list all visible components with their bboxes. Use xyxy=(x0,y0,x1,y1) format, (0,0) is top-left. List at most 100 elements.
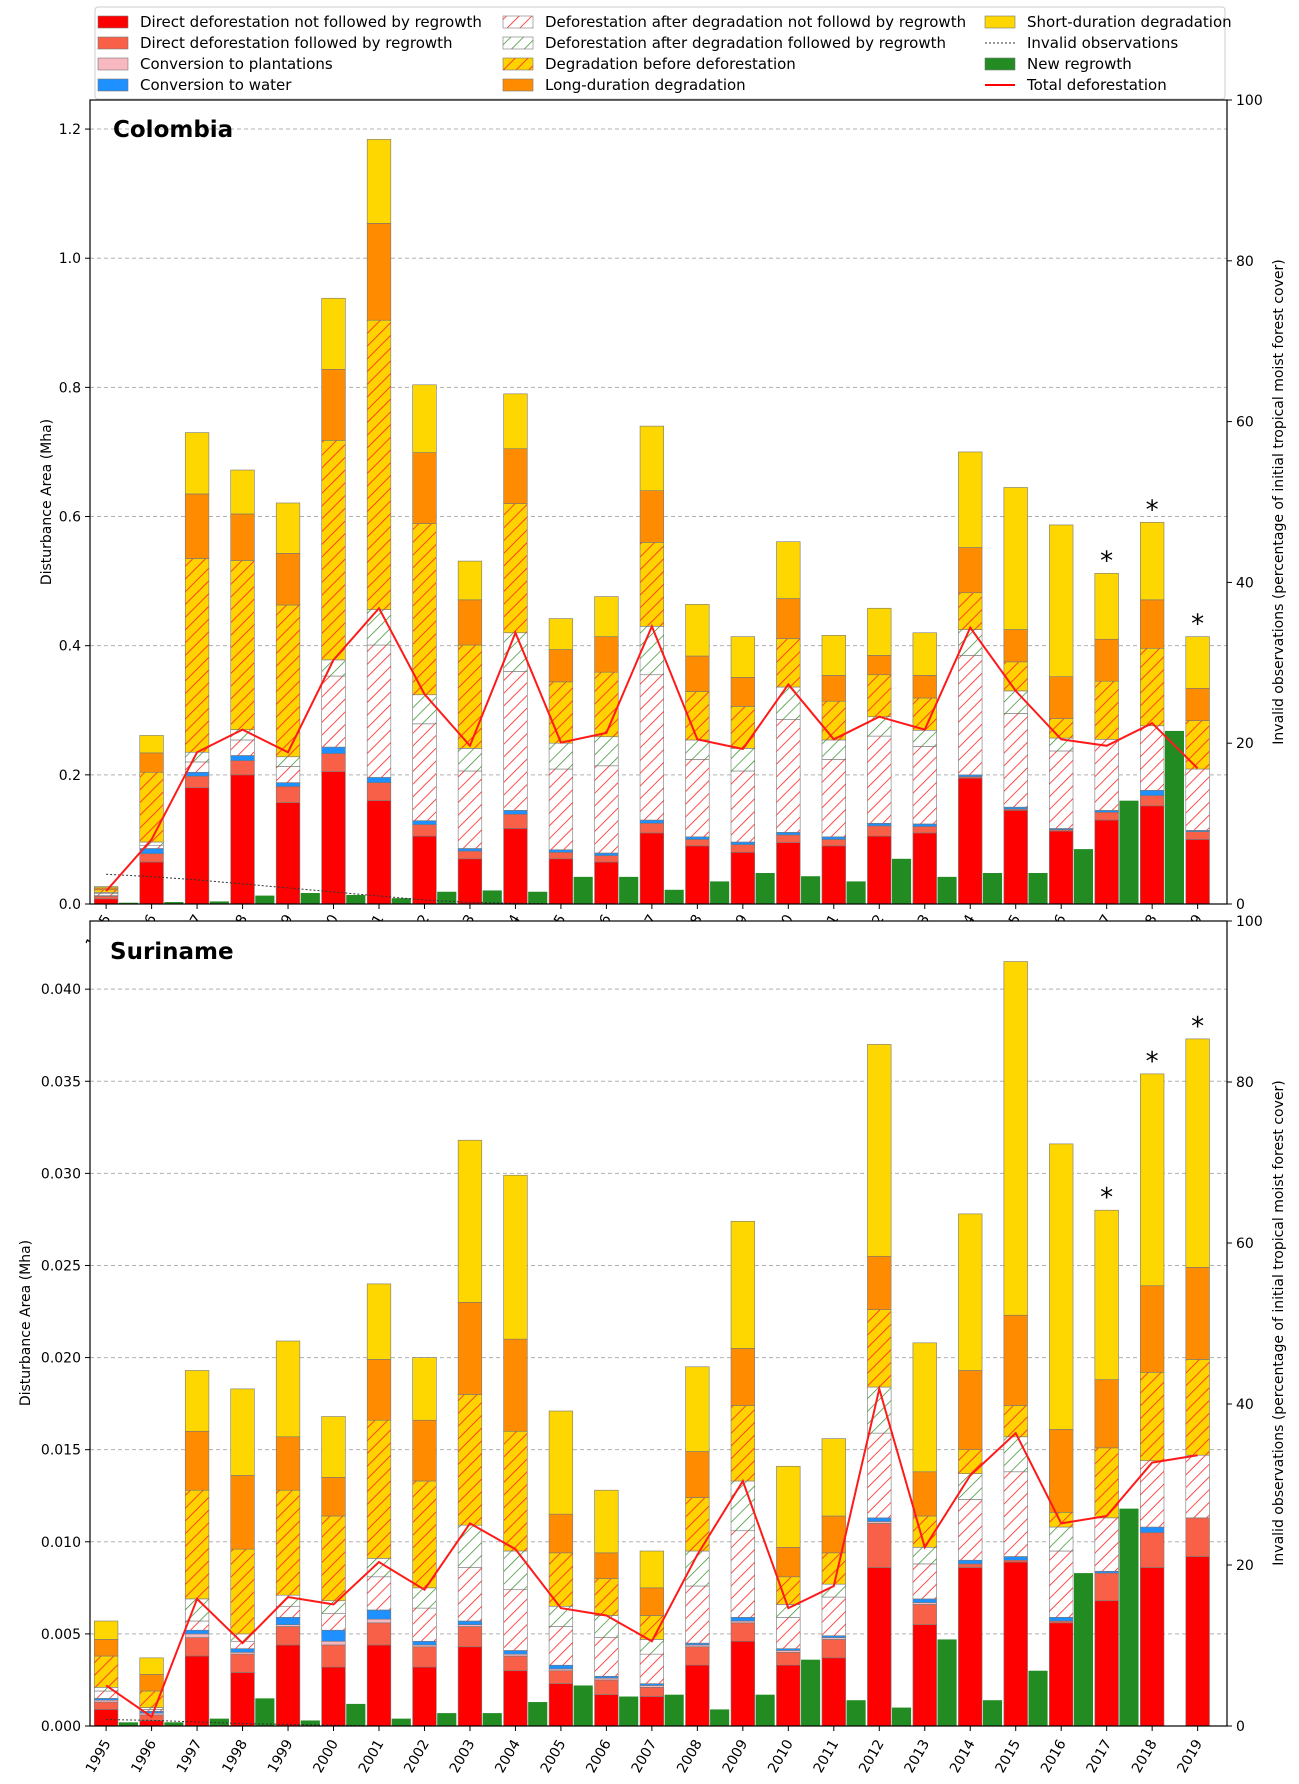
star-annotation: * xyxy=(1146,495,1159,525)
bar-deforestation-after-degradation-not-followd-by-regrowth-2014 xyxy=(958,1499,983,1561)
x-tick-label: 1998 xyxy=(219,1737,251,1776)
bar-degradation-before-deforestation-2009 xyxy=(730,1405,755,1482)
y-tick-label: 0.020 xyxy=(41,1351,81,1367)
bar-direct-deforestation-followed-by-regrowth-1997 xyxy=(184,775,210,789)
suriname-panel: Suriname 0.0000.0050.0100.0150.0200.0250… xyxy=(18,914,1287,1776)
bar-long-duration-degradation-2017 xyxy=(1094,638,1119,682)
bar-deforestation-after-degradation-not-followd-by-regrowth-2010 xyxy=(776,1617,801,1649)
bar-degradation-before-deforestation-2003 xyxy=(457,1394,483,1526)
bar-deforestation-after-degradation-followed-by-regrowth-2002 xyxy=(412,694,437,725)
bar-direct-deforestation-followed-by-regrowth-2006 xyxy=(594,1679,619,1695)
bar-deforestation-after-degradation-not-followd-by-regrowth-2016 xyxy=(1049,1550,1074,1618)
bar-degradation-before-deforestation-2001 xyxy=(366,1419,392,1559)
bar-direct-deforestation-followed-by-regrowth-2009 xyxy=(730,1622,755,1642)
bar-conversion-to-water-2018 xyxy=(1140,790,1165,796)
bar-degradation-before-deforestation-1998 xyxy=(230,1548,255,1635)
bar-direct-deforestation-not-followed-by-regrowth-1996 xyxy=(139,1720,164,1727)
bar-direct-deforestation-not-followed-by-regrowth-1995 xyxy=(93,898,119,905)
bar-conversion-to-water-2001 xyxy=(366,777,392,783)
bar-short-duration-degradation-2014 xyxy=(958,1213,983,1371)
bar-deforestation-after-degradation-not-followd-by-regrowth-2001 xyxy=(366,1576,392,1611)
x-tick-label: 1995 xyxy=(83,1737,115,1776)
y-tick-label: 0.2 xyxy=(59,768,81,784)
bar-new-regrowth-1999 xyxy=(300,1720,320,1726)
bar-deforestation-after-degradation-not-followd-by-regrowth-2003 xyxy=(457,770,483,849)
y2-tick-label: 100 xyxy=(1236,93,1263,109)
star-annotation: * xyxy=(1100,1183,1113,1213)
y-tick-label: 0.0 xyxy=(59,897,81,913)
bar-long-duration-degradation-2019 xyxy=(1185,688,1210,721)
y-tick-label: 0.4 xyxy=(59,639,81,655)
bar-long-duration-degradation-2014 xyxy=(958,1370,983,1450)
bar-long-duration-degradation-2015 xyxy=(1003,629,1028,663)
y-tick-label: 0.035 xyxy=(41,1074,81,1090)
bar-short-duration-degradation-2010 xyxy=(776,1465,801,1548)
bar-new-regrowth-2018 xyxy=(1164,730,1184,904)
colombia-y2-axis-label: Invalid observations (percentage of init… xyxy=(1271,259,1287,744)
bar-new-regrowth-2013 xyxy=(937,876,957,904)
bar-conversion-to-water-2012 xyxy=(867,1517,892,1522)
bar-long-duration-degradation-1997 xyxy=(184,493,210,559)
bar-direct-deforestation-not-followed-by-regrowth-1998 xyxy=(230,1672,255,1727)
bar-deforestation-after-degradation-followed-by-regrowth-2006 xyxy=(594,1615,619,1638)
y2-tick-label: 60 xyxy=(1236,1236,1254,1252)
bar-new-regrowth-1998 xyxy=(255,1698,275,1726)
colombia-y-ticks: 0.0 0.2 0.4 0.6 0.8 1.0 1.2 xyxy=(59,122,90,913)
bar-direct-deforestation-followed-by-regrowth-2007 xyxy=(639,822,665,834)
bar-deforestation-after-degradation-followed-by-regrowth-2004 xyxy=(503,1550,528,1590)
bar-direct-deforestation-followed-by-regrowth-2018 xyxy=(1140,1532,1165,1568)
legend-label: Deforestation after degradation followed… xyxy=(545,34,946,52)
bar-deforestation-after-degradation-followed-by-regrowth-2005 xyxy=(548,742,574,770)
x-tick-label: 1997 xyxy=(174,1737,206,1776)
bar-direct-deforestation-not-followed-by-regrowth-1999 xyxy=(275,1644,301,1727)
colombia-y2-ticks: 0 20 40 60 80 100 xyxy=(1227,93,1263,913)
x-tick-label: 1996 xyxy=(128,1737,160,1776)
legend-item-conversion-to-water: Conversion to water xyxy=(97,76,292,94)
bar-long-duration-degradation-2010 xyxy=(776,598,801,639)
bar-deforestation-after-degradation-followed-by-regrowth-2003 xyxy=(457,1524,483,1568)
bar-degradation-before-deforestation-2006 xyxy=(594,1578,619,1616)
y2-tick-label: 0 xyxy=(1236,1719,1245,1735)
bar-new-regrowth-2004 xyxy=(528,1702,548,1726)
bar-deforestation-after-degradation-not-followd-by-regrowth-2010 xyxy=(776,719,801,833)
bar-conversion-to-water-2008 xyxy=(685,836,710,840)
bar-long-duration-degradation-2009 xyxy=(730,1348,755,1406)
legend-item-degradation-before-deforestation: Degradation before deforestation xyxy=(502,55,796,73)
bar-deforestation-after-degradation-not-followd-by-regrowth-2019 xyxy=(1185,768,1210,831)
bar-short-duration-degradation-1996 xyxy=(139,1657,164,1675)
bar-short-duration-degradation-2013 xyxy=(912,632,937,676)
bar-conversion-to-water-2010 xyxy=(776,832,801,836)
bar-long-duration-degradation-2007 xyxy=(639,1587,665,1616)
bar-new-regrowth-2008 xyxy=(710,1709,730,1726)
bar-short-duration-degradation-2002 xyxy=(412,384,437,453)
bar-long-duration-degradation-1998 xyxy=(230,1475,255,1550)
y-tick-label: 0.015 xyxy=(41,1443,81,1459)
bar-long-duration-degradation-2005 xyxy=(548,1513,574,1554)
bar-new-regrowth-2015 xyxy=(1028,873,1048,904)
bar-direct-deforestation-not-followed-by-regrowth-2002 xyxy=(412,1666,437,1727)
bar-conversion-to-water-2012 xyxy=(867,822,892,827)
bar-new-regrowth-2007 xyxy=(664,1694,684,1726)
bar-conversion-to-plantations-1997 xyxy=(184,1633,210,1638)
bar-direct-deforestation-followed-by-regrowth-2003 xyxy=(457,1626,483,1648)
bar-short-duration-degradation-2005 xyxy=(548,618,574,650)
suriname-x-ticks: 1995 1996 1997 1998 1999 2000 2001 2002 2003 2004… xyxy=(83,1726,1206,1776)
bar-new-regrowth-2003 xyxy=(482,890,502,904)
bar-deforestation-after-degradation-followed-by-regrowth-1996 xyxy=(139,841,164,846)
bar-long-duration-degradation-1998 xyxy=(230,513,255,561)
bar-direct-deforestation-not-followed-by-regrowth-2007 xyxy=(639,1696,665,1727)
x-tick-label: 2009 xyxy=(720,1737,752,1776)
bar-conversion-to-water-2002 xyxy=(412,820,437,825)
legend-item-conversion-to-plantations: Conversion to plantations xyxy=(97,55,333,73)
bar-new-regrowth-2014 xyxy=(982,1700,1003,1726)
bar-long-duration-degradation-1996 xyxy=(139,1674,164,1692)
bar-short-duration-degradation-2019 xyxy=(1185,1038,1210,1268)
bar-direct-deforestation-not-followed-by-regrowth-2014 xyxy=(958,1567,983,1727)
bar-conversion-to-water-1999 xyxy=(275,1617,301,1625)
bar-conversion-to-water-2005 xyxy=(548,1664,574,1670)
x-tick-label: 2000 xyxy=(310,1737,342,1776)
legend-item-direct-deforestation-not-followed-by-regrowth: Direct deforestation not followed by reg… xyxy=(97,13,482,31)
bar-short-duration-degradation-1998 xyxy=(230,469,255,515)
bar-long-duration-degradation-2009 xyxy=(730,677,755,707)
